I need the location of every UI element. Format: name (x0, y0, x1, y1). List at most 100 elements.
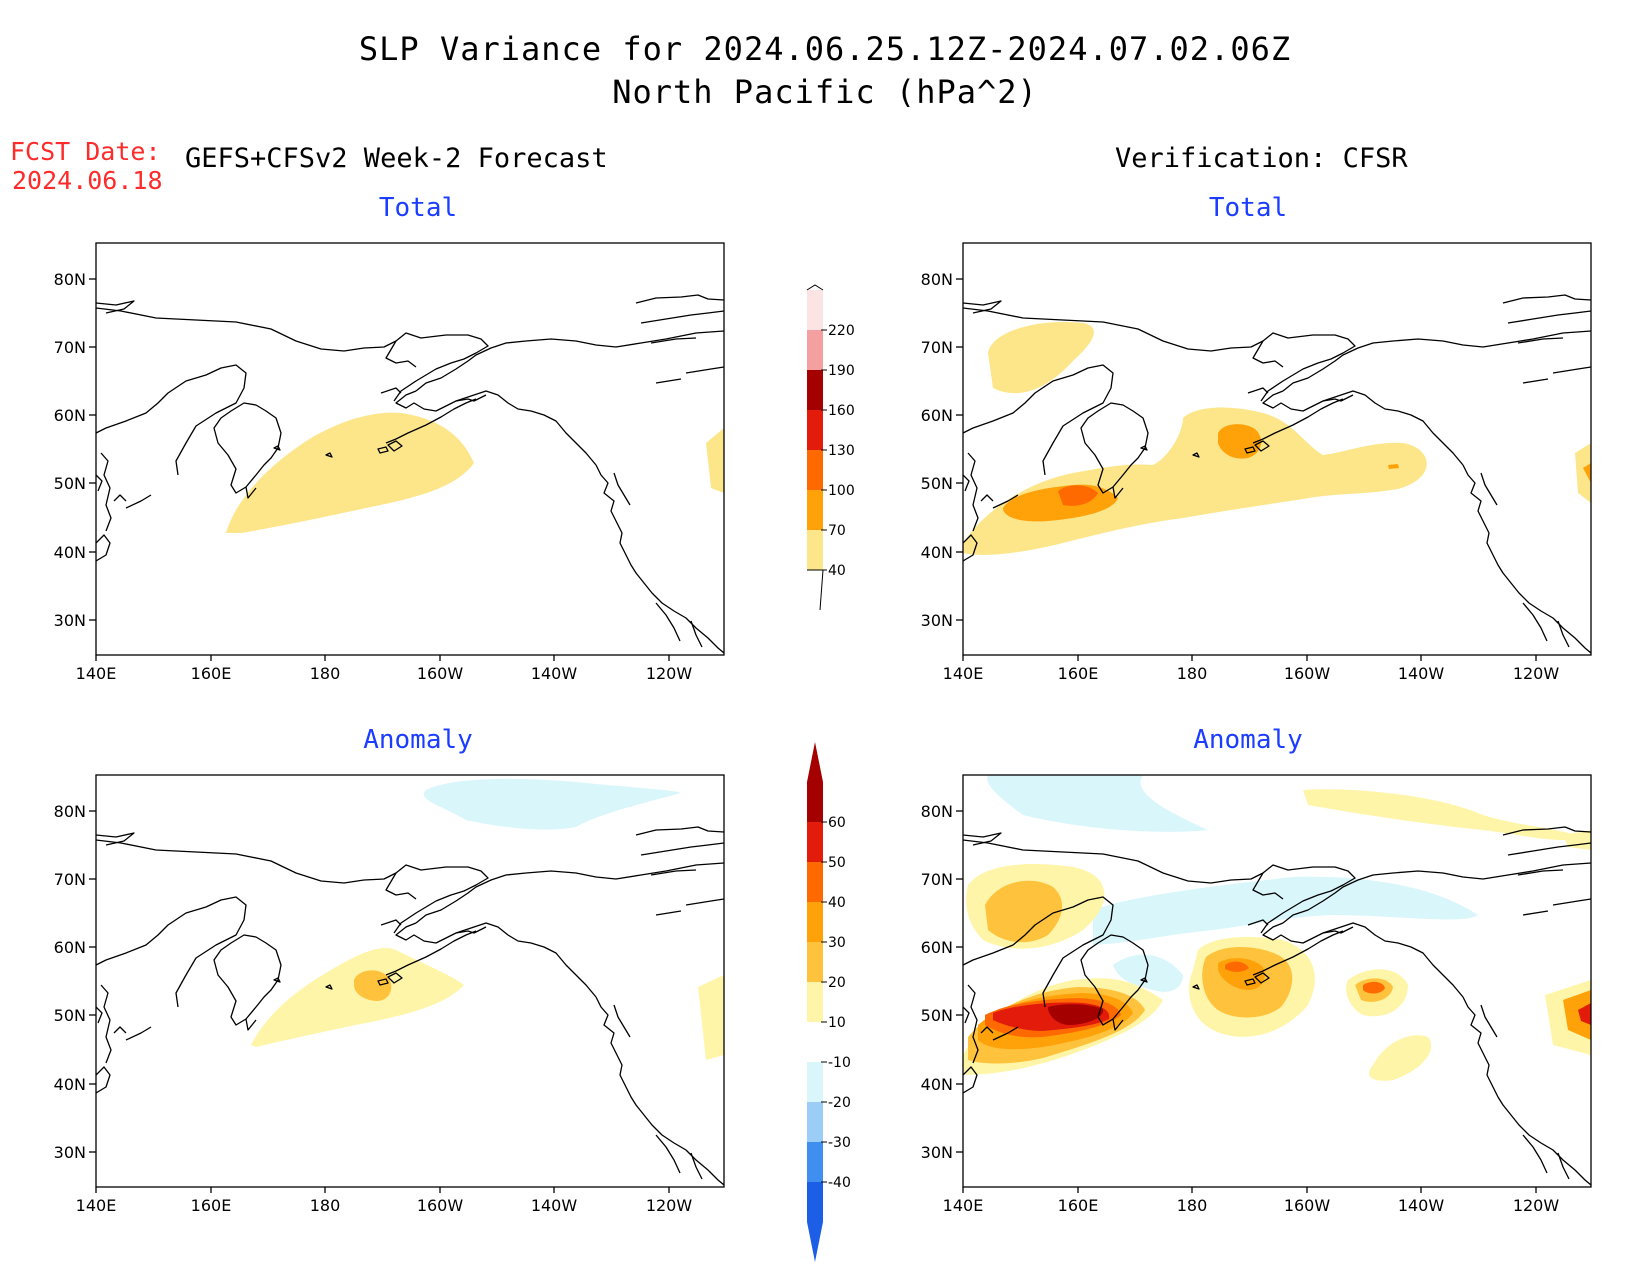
forecast-total-title: Total (378, 193, 458, 223)
forecast-anomaly-negative-contour (423, 778, 681, 830)
lon-tick-label: 160W (417, 1196, 464, 1215)
colorbar-anomaly-segment (807, 1022, 823, 1062)
lon-tick-label: 140E (76, 664, 117, 683)
lat-tick-label: 50N (54, 1006, 86, 1025)
verification-anomaly-title: Anomaly (1193, 725, 1303, 755)
forecast-anomaly-contour-20 (354, 970, 392, 1001)
verification-anomaly-map (955, 774, 1592, 1194)
colorbar-total-label: 190 (828, 363, 855, 379)
lat-tick-label: 40N (54, 543, 86, 562)
colorbar-total-segment (807, 530, 823, 570)
verification-anomaly-contour-10-north (1303, 789, 1583, 840)
lat-tick-label: 30N (921, 1143, 953, 1162)
colorbar-anomaly-top-arrow (807, 742, 823, 782)
verification-anomaly-contour-east-50 (1578, 1003, 1591, 1025)
forecast-total-map (88, 242, 725, 662)
verification-total-variance-contour-east (1575, 443, 1591, 503)
lat-tick-label: 30N (921, 611, 953, 630)
colorbar-total-segment (807, 290, 823, 330)
colorbar-anomaly-bottom-arrow (807, 1222, 823, 1262)
lon-tick-label: 120W (1513, 1196, 1560, 1215)
lat-tick-label: 40N (921, 1075, 953, 1094)
verification-anomaly-negative-north (987, 775, 1208, 832)
lat-tick-label: 60N (54, 938, 86, 957)
verification-anomaly-contour-30-central (1363, 981, 1385, 994)
forecast-anomaly-contour-east (698, 975, 724, 1060)
colorbar-total-label: 220 (828, 323, 855, 339)
forecast-anomaly-contour-10 (251, 947, 464, 1047)
colorbar-anomaly-label: 60 (828, 815, 846, 831)
fcst-label: FCST Date: (10, 137, 161, 166)
lon-tick-label: 140W (1398, 664, 1445, 683)
forecast-header: GEFS+CFSv2 Week-2 Forecast (185, 143, 608, 174)
verification-total-variance-contour-100 (1058, 485, 1098, 506)
verification-anomaly-contour-60-west (1048, 1004, 1104, 1025)
colorbar-total-label: 160 (828, 403, 855, 419)
lon-tick-label: 160W (417, 664, 464, 683)
lon-tick-label: 120W (646, 1196, 693, 1215)
lon-tick-label: 120W (646, 664, 693, 683)
lon-tick-label: 180 (1177, 664, 1208, 683)
lon-tick-label: 140W (1398, 1196, 1445, 1215)
colorbar-anomaly: -40 -30 -20 -10 10 20 30 40 50 60 (807, 742, 851, 1262)
colorbar-anomaly-segment (807, 1062, 823, 1102)
verification-anomaly-contour-east-30 (1563, 990, 1591, 1040)
forecast-anomaly-title: Anomaly (363, 725, 473, 755)
verification-total-variance-contour-band (963, 407, 1427, 555)
colorbar-anomaly-label: -20 (828, 1095, 851, 1111)
lon-tick-label: 140W (531, 664, 578, 683)
colorbar-anomaly-label: 50 (828, 855, 846, 871)
main-title: SLP Variance for 2024.06.25.12Z-2024.07.… (358, 30, 1292, 68)
colorbar-anomaly-label: 20 (828, 975, 846, 991)
fcst-date: 2024.06.18 (12, 166, 163, 195)
lat-tick-label: 60N (921, 406, 953, 425)
colorbar-anomaly-segment (807, 782, 823, 822)
colorbar-anomaly-segment (807, 1182, 823, 1222)
colorbar-total-label: 130 (828, 443, 855, 459)
lat-tick-label: 30N (54, 611, 86, 630)
colorbar-total-segment (807, 410, 823, 450)
lon-tick-label: 160E (191, 664, 232, 683)
colorbar-anomaly-label: -40 (828, 1175, 851, 1191)
forecast-anomaly-map (88, 774, 725, 1194)
verification-header: Verification: CFSR (1115, 143, 1408, 174)
lat-tick-label: 60N (921, 938, 953, 957)
lon-tick-label: 140E (76, 1196, 117, 1215)
lon-tick-label: 140E (943, 664, 984, 683)
colorbar-total-segment (807, 490, 823, 530)
forecast-total-variance-contour-east (706, 428, 724, 493)
colorbar-anomaly-segment (807, 942, 823, 982)
colorbar-anomaly-segment (807, 902, 823, 942)
colorbar-total-segment (807, 330, 823, 370)
lat-tick-label: 80N (54, 802, 86, 821)
colorbar-total-segment (807, 450, 823, 490)
lat-tick-label: 50N (921, 1006, 953, 1025)
lat-tick-label: 30N (54, 1143, 86, 1162)
lon-tick-label: 140W (531, 1196, 578, 1215)
verification-total-variance-contour-70b (1218, 424, 1262, 459)
colorbar-anomaly-segment (807, 1102, 823, 1142)
lon-tick-label: 160E (1058, 664, 1099, 683)
lon-tick-label: 160W (1284, 1196, 1331, 1215)
verification-total-variance-contour-east-70 (1583, 463, 1591, 483)
verification-anomaly-contour-10-southeast (1369, 1035, 1432, 1081)
verification-total-title: Total (1208, 193, 1288, 223)
colorbar-total-label: 100 (828, 483, 855, 499)
lat-tick-label: 70N (54, 338, 86, 357)
lat-tick-label: 50N (54, 474, 86, 493)
lon-tick-label: 180 (310, 664, 341, 683)
colorbar-anomaly-label: 10 (828, 1015, 846, 1031)
colorbar-anomaly-label: -10 (828, 1055, 851, 1071)
colorbar-anomaly-segment (807, 862, 823, 902)
verification-anomaly-negative-west (1113, 954, 1183, 992)
colorbar-anomaly-label: 40 (828, 895, 846, 911)
colorbar-anomaly-segment (807, 1142, 823, 1182)
forecast-total-variance-contour (226, 412, 474, 533)
lat-tick-label: 70N (921, 338, 953, 357)
lon-tick-label: 160E (191, 1196, 232, 1215)
lat-tick-label: 70N (921, 870, 953, 889)
verification-total-variance-contour-arctic (988, 322, 1094, 394)
lat-tick-label: 80N (54, 270, 86, 289)
lon-tick-label: 180 (310, 1196, 341, 1215)
lat-tick-label: 40N (54, 1075, 86, 1094)
